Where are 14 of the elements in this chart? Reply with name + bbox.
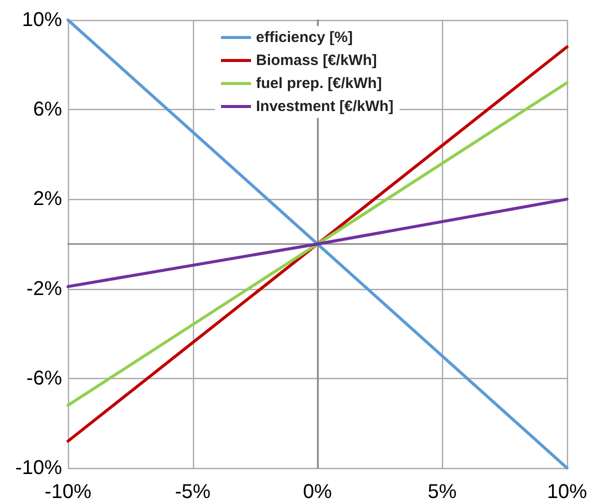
legend-label: fuel prep. [€/kWh]: [256, 75, 382, 92]
y-tick-label: -10%: [15, 457, 62, 479]
y-tick-label: 10%: [22, 9, 62, 31]
y-tick-label: -2%: [26, 278, 62, 300]
x-tick-label: -5%: [174, 481, 211, 503]
x-tick-label: 5%: [428, 481, 457, 503]
y-tick-label: 6%: [33, 98, 62, 121]
x-tick-label: 10%: [546, 481, 588, 503]
legend-label: efficiency [%]: [256, 29, 353, 46]
y-tick-label: 2%: [33, 188, 62, 210]
x-tick-label: 0%: [303, 481, 332, 503]
legend-label: Biomass [€/kWh]: [256, 52, 377, 69]
y-tick-label: -6%: [26, 367, 62, 390]
legend-label: Investment [€/kWh]: [256, 98, 394, 115]
